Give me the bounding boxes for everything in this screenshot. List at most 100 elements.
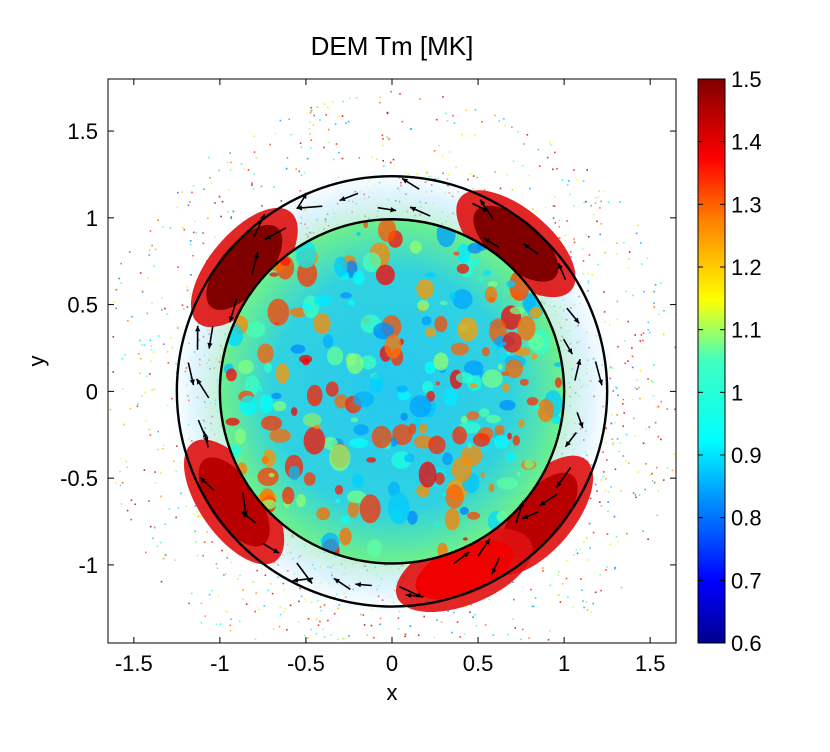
noise-pixel bbox=[616, 319, 618, 321]
disk-patch bbox=[419, 423, 427, 434]
disk-patch bbox=[378, 218, 396, 242]
noise-pixel bbox=[636, 379, 638, 381]
noise-pixel bbox=[203, 243, 205, 245]
noise-pixel bbox=[625, 460, 627, 462]
disk-patch bbox=[268, 299, 290, 326]
noise-pixel bbox=[642, 340, 644, 342]
noise-pixel bbox=[345, 122, 347, 124]
noise-pixel bbox=[656, 515, 658, 517]
noise-pixel bbox=[549, 142, 551, 144]
disk-patch bbox=[488, 297, 495, 303]
noise-pixel bbox=[252, 653, 254, 655]
noise-pixel bbox=[144, 392, 146, 394]
noise-pixel bbox=[310, 107, 312, 109]
noise-pixel bbox=[598, 196, 600, 198]
noise-pixel bbox=[576, 549, 578, 551]
disk-patch bbox=[428, 436, 445, 454]
noise-pixel bbox=[400, 677, 402, 679]
x-axis-label: x bbox=[387, 680, 398, 705]
noise-pixel bbox=[112, 371, 114, 373]
noise-pixel bbox=[321, 647, 323, 649]
noise-pixel bbox=[556, 168, 558, 170]
noise-pixel bbox=[677, 301, 679, 303]
noise-pixel bbox=[513, 599, 515, 601]
noise-pixel bbox=[404, 636, 406, 638]
colorbar-tick-label: 1.2 bbox=[731, 255, 762, 280]
noise-pixel bbox=[258, 609, 260, 611]
noise-pixel bbox=[344, 638, 346, 640]
noise-pixel bbox=[632, 367, 634, 369]
noise-pixel bbox=[573, 238, 575, 240]
noise-pixel bbox=[545, 207, 547, 209]
y-tick-label: -1 bbox=[78, 553, 98, 578]
noise-pixel bbox=[643, 442, 645, 444]
noise-pixel bbox=[147, 313, 149, 315]
noise-pixel bbox=[438, 664, 440, 666]
noise-pixel bbox=[291, 134, 293, 136]
noise-pixel bbox=[680, 334, 682, 336]
noise-pixel bbox=[533, 606, 535, 608]
noise-pixel bbox=[319, 119, 321, 121]
noise-pixel bbox=[586, 537, 588, 539]
noise-pixel bbox=[336, 143, 338, 145]
disk-patch bbox=[434, 316, 447, 332]
disk-patch bbox=[258, 468, 279, 487]
noise-pixel bbox=[604, 252, 606, 254]
disk-patch bbox=[467, 512, 480, 520]
noise-pixel bbox=[382, 145, 384, 147]
x-tick-label: 1.5 bbox=[635, 651, 666, 676]
noise-pixel bbox=[285, 608, 287, 610]
noise-pixel bbox=[211, 590, 213, 592]
noise-pixel bbox=[119, 471, 121, 473]
disk-patch bbox=[419, 462, 437, 488]
disk-patch bbox=[457, 317, 478, 341]
noise-pixel bbox=[104, 462, 106, 464]
noise-pixel bbox=[614, 568, 616, 570]
noise-pixel bbox=[331, 662, 333, 664]
noise-pixel bbox=[539, 165, 541, 167]
disk-patch bbox=[495, 425, 505, 435]
noise-pixel bbox=[151, 302, 153, 304]
disk-patch bbox=[520, 379, 529, 386]
noise-pixel bbox=[205, 615, 207, 617]
disk-patch bbox=[296, 494, 306, 507]
noise-pixel bbox=[441, 621, 443, 623]
noise-pixel bbox=[219, 196, 221, 198]
noise-pixel bbox=[331, 677, 333, 679]
noise-pixel bbox=[120, 485, 122, 487]
noise-pixel bbox=[137, 406, 139, 408]
noise-pixel bbox=[501, 660, 503, 662]
noise-pixel bbox=[632, 356, 634, 358]
noise-pixel bbox=[481, 121, 483, 123]
disk-patch bbox=[442, 452, 452, 465]
disk-patch bbox=[289, 466, 300, 480]
disk-patch bbox=[502, 342, 507, 346]
noise-pixel bbox=[558, 575, 560, 577]
disk-patch bbox=[316, 507, 330, 520]
noise-pixel bbox=[157, 449, 159, 451]
noise-pixel bbox=[193, 232, 195, 234]
noise-pixel bbox=[164, 308, 166, 310]
disk-patch bbox=[360, 494, 381, 523]
noise-pixel bbox=[617, 301, 619, 303]
noise-pixel bbox=[348, 121, 350, 123]
noise-pixel bbox=[251, 184, 253, 186]
disk-patch bbox=[506, 280, 515, 287]
noise-pixel bbox=[153, 266, 155, 268]
noise-pixel bbox=[116, 289, 118, 291]
noise-pixel bbox=[207, 218, 209, 220]
noise-pixel bbox=[590, 612, 592, 614]
noise-pixel bbox=[229, 625, 231, 627]
noise-pixel bbox=[237, 578, 239, 580]
noise-pixel bbox=[307, 637, 309, 639]
disk-patch bbox=[524, 459, 534, 468]
noise-pixel bbox=[366, 634, 368, 636]
noise-pixel bbox=[115, 482, 117, 484]
disk-patch bbox=[291, 344, 306, 353]
noise-pixel bbox=[591, 205, 593, 207]
disk-patch bbox=[499, 400, 515, 411]
noise-pixel bbox=[635, 387, 637, 389]
disk-patch bbox=[348, 300, 355, 306]
noise-pixel bbox=[175, 559, 177, 561]
